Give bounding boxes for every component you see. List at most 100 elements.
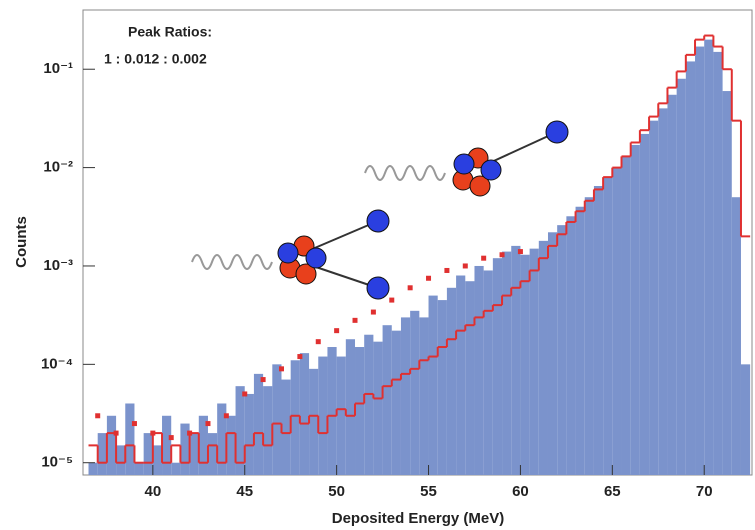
histogram-bar bbox=[603, 177, 613, 476]
nucleon bbox=[469, 175, 491, 197]
track bbox=[309, 264, 379, 289]
histogram-bar bbox=[345, 339, 356, 475]
x-tick-label: 45 bbox=[236, 483, 253, 500]
data-point bbox=[150, 430, 156, 436]
data-point bbox=[389, 297, 395, 303]
histogram-bar bbox=[713, 51, 723, 475]
histogram-bar bbox=[391, 330, 401, 475]
histogram-bar bbox=[290, 360, 300, 475]
histogram-bar bbox=[639, 133, 650, 475]
histogram-bar bbox=[676, 78, 686, 476]
histogram-bar bbox=[695, 46, 705, 475]
histogram-bar bbox=[134, 462, 144, 475]
data-point bbox=[297, 354, 303, 360]
data-point bbox=[260, 377, 266, 383]
histogram-bar bbox=[419, 317, 429, 475]
nucleon bbox=[366, 276, 390, 300]
histogram-bar bbox=[502, 251, 512, 475]
histogram-bar bbox=[740, 364, 751, 475]
histogram-bar bbox=[318, 356, 328, 475]
y-tick-label: 10⁻⁴ bbox=[41, 355, 73, 372]
histogram-bar bbox=[575, 206, 585, 475]
data-point bbox=[481, 255, 487, 261]
histogram-bar bbox=[235, 386, 245, 475]
nucleon bbox=[453, 153, 475, 175]
data-point bbox=[426, 275, 432, 281]
data-point bbox=[444, 267, 450, 273]
histogram-bar bbox=[97, 433, 107, 475]
photon-wave bbox=[364, 165, 446, 181]
histogram-bar bbox=[180, 423, 190, 475]
data-point bbox=[223, 413, 229, 419]
histogram-bar bbox=[722, 91, 732, 475]
x-tick-label: 40 bbox=[144, 483, 161, 500]
plot-area bbox=[88, 34, 751, 476]
histogram-bar bbox=[446, 287, 457, 475]
data-point bbox=[370, 309, 376, 315]
y-tick-label: 10⁻³ bbox=[43, 257, 73, 274]
histogram-bar bbox=[520, 254, 530, 475]
histogram-bar bbox=[465, 281, 475, 475]
histogram-bar bbox=[593, 186, 604, 475]
data-point bbox=[352, 317, 358, 323]
y-tick-label: 10⁻⁵ bbox=[41, 454, 73, 471]
histogram-bar bbox=[336, 356, 346, 475]
histogram-bar bbox=[612, 167, 622, 475]
x-tick-label: 55 bbox=[420, 483, 437, 500]
histogram-bar bbox=[263, 386, 273, 475]
x-tick-label: 70 bbox=[696, 483, 713, 500]
data-point bbox=[205, 421, 211, 427]
histogram-bar bbox=[152, 445, 163, 475]
histogram-bar bbox=[88, 462, 98, 475]
photon-wave bbox=[191, 254, 273, 270]
histogram-bar bbox=[162, 415, 172, 475]
x-axis-title: Deposited Energy (MeV) bbox=[332, 510, 505, 527]
histogram-bar bbox=[410, 310, 420, 475]
histogram-bar bbox=[327, 347, 337, 475]
data-point bbox=[131, 421, 137, 427]
histogram-bar bbox=[511, 245, 521, 475]
data-point bbox=[517, 249, 523, 255]
histogram-bar bbox=[731, 197, 741, 475]
y-tick-label: 10⁻² bbox=[43, 159, 73, 176]
diagram-decoration bbox=[191, 120, 569, 300]
histogram-bar bbox=[658, 108, 668, 475]
nucleon bbox=[277, 242, 299, 264]
histogram-bar bbox=[143, 433, 153, 475]
annotation: Peak Ratios: bbox=[128, 24, 212, 40]
histogram-bar bbox=[299, 353, 310, 475]
x-tick-label: 65 bbox=[604, 483, 621, 500]
histogram-bar bbox=[281, 379, 291, 475]
histogram-bar bbox=[621, 156, 631, 476]
nucleon bbox=[366, 209, 390, 233]
data-point bbox=[407, 285, 413, 291]
nucleon bbox=[295, 263, 317, 285]
histogram-bar bbox=[437, 300, 447, 475]
data-point bbox=[168, 435, 174, 441]
histogram-bar bbox=[207, 433, 218, 475]
histogram-bar bbox=[667, 94, 677, 475]
histogram-bar bbox=[474, 265, 484, 475]
histogram-bar bbox=[355, 347, 365, 475]
histogram-bar bbox=[217, 403, 227, 475]
histogram-bar bbox=[253, 373, 264, 475]
y-tick-label: 10⁻¹ bbox=[43, 60, 73, 77]
histogram-bar bbox=[400, 317, 411, 475]
histogram-bar bbox=[566, 216, 576, 475]
histogram-bar bbox=[584, 197, 594, 475]
data-point bbox=[113, 430, 119, 436]
data-point bbox=[95, 413, 101, 419]
x-tick-label: 50 bbox=[328, 483, 345, 500]
data-point bbox=[278, 366, 284, 372]
histogram-bar bbox=[373, 341, 383, 475]
histogram-bar bbox=[557, 225, 567, 475]
data-point bbox=[462, 263, 468, 269]
histogram-bar bbox=[309, 368, 319, 475]
histogram-bar bbox=[272, 364, 282, 475]
data-point bbox=[499, 252, 505, 258]
histogram-bar bbox=[428, 295, 438, 475]
data-point bbox=[334, 328, 340, 334]
histogram-bar bbox=[244, 393, 254, 475]
histogram-bar bbox=[649, 120, 659, 476]
